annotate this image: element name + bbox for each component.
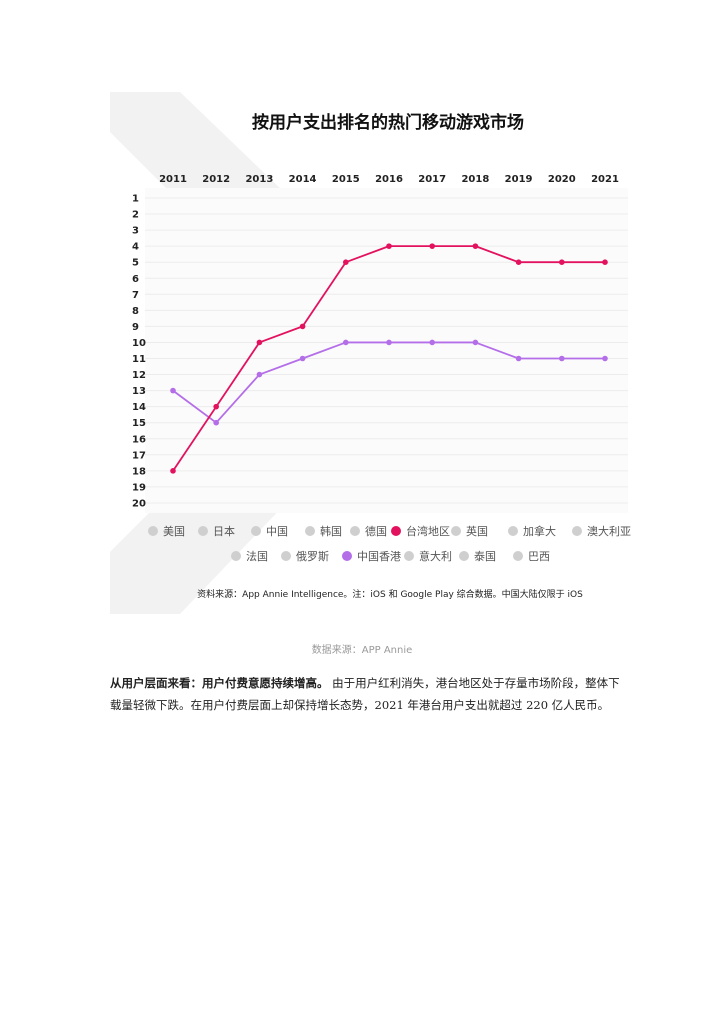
legend-marker bbox=[198, 526, 208, 536]
figure-caption: 数据来源：APP Annie bbox=[311, 645, 413, 656]
plot-area bbox=[145, 188, 628, 513]
data-point bbox=[429, 339, 436, 346]
data-point bbox=[213, 403, 219, 410]
paragraph-lead: 从用户层面来看：用户付费意愿持续增高。 bbox=[110, 676, 329, 690]
legend-marker bbox=[391, 526, 401, 536]
legend-label: 韩国 bbox=[320, 524, 342, 538]
y-tick-label: 14 bbox=[132, 402, 146, 413]
body-paragraph: 从用户层面来看：用户付费意愿持续增高。 由于用户红利消失，港台地区处于存量市场阶… bbox=[110, 672, 622, 716]
x-axis-labels: 2011 2012 2013 2014 2015 2016 2017 2018 2019 2020… bbox=[159, 174, 619, 185]
legend-label: 中国香港 bbox=[357, 550, 401, 563]
legend-label: 日本 bbox=[213, 524, 235, 538]
legend-label: 加拿大 bbox=[523, 524, 556, 538]
x-tick-label: 2011 bbox=[159, 174, 187, 185]
legend-marker bbox=[342, 551, 352, 561]
data-point bbox=[299, 355, 306, 362]
x-tick-label: 2014 bbox=[289, 174, 317, 185]
data-point bbox=[515, 355, 522, 362]
x-tick-label: 2019 bbox=[505, 174, 533, 185]
x-tick-label: 2018 bbox=[461, 174, 489, 185]
data-point bbox=[386, 339, 392, 346]
legend-label: 中国 bbox=[266, 525, 288, 538]
legend-label: 泰国 bbox=[474, 549, 496, 563]
data-point bbox=[386, 243, 392, 249]
y-tick-label: 1 bbox=[132, 194, 139, 205]
legend-label: 俄罗斯 bbox=[296, 550, 329, 563]
y-tick-label: 8 bbox=[132, 306, 139, 317]
data-point bbox=[343, 339, 349, 346]
y-tick-label: 7 bbox=[132, 290, 139, 301]
legend-label: 台湾地区 bbox=[406, 524, 450, 538]
x-tick-label: 2017 bbox=[418, 174, 446, 185]
chart-title: 按用户支出排名的热门移动游戏市场 bbox=[252, 112, 524, 133]
data-point bbox=[256, 371, 263, 378]
data-point bbox=[515, 259, 522, 265]
legend-marker bbox=[404, 551, 414, 561]
legend-label: 美国 bbox=[163, 525, 185, 538]
y-tick-label: 12 bbox=[132, 370, 146, 381]
data-point bbox=[472, 243, 479, 249]
data-point bbox=[256, 339, 263, 346]
line-chart: 按用户支出排名的热门移动游戏市场 2011 2012 2013 2014 2015 201… bbox=[110, 92, 631, 614]
data-point bbox=[170, 387, 176, 394]
y-tick-label: 4 bbox=[132, 242, 139, 253]
x-tick-label: 2020 bbox=[548, 174, 576, 185]
data-point bbox=[559, 259, 565, 265]
legend-label: 英国 bbox=[466, 524, 488, 538]
legend-label: 巴西 bbox=[528, 550, 550, 563]
legend-label: 意大利 bbox=[419, 549, 452, 563]
data-point bbox=[299, 323, 306, 330]
legend-marker bbox=[231, 551, 241, 561]
data-point bbox=[429, 243, 436, 249]
legend-label: 法国 bbox=[246, 549, 268, 563]
y-tick-label: 9 bbox=[132, 322, 139, 333]
y-tick-label: 13 bbox=[132, 386, 146, 397]
data-point bbox=[213, 419, 219, 426]
y-tick-label: 5 bbox=[132, 258, 139, 269]
data-point bbox=[170, 468, 176, 474]
legend-marker bbox=[508, 526, 518, 536]
paragraph-body: 由于用户红利消失，港台地区处于存量市场阶段，整体下载量轻微下跌。在用户付费层面上… bbox=[110, 676, 620, 712]
legend-marker bbox=[459, 551, 469, 561]
legend-marker bbox=[281, 551, 291, 561]
grid-lines bbox=[145, 188, 628, 513]
series-layer bbox=[170, 243, 608, 474]
data-point bbox=[343, 259, 349, 265]
chart-figure: 按用户支出排名的热门移动游戏市场 2011 2012 2013 2014 2015 201… bbox=[110, 92, 640, 614]
data-point bbox=[472, 339, 479, 346]
x-tick-label: 2015 bbox=[332, 174, 360, 185]
y-tick-label: 19 bbox=[132, 482, 146, 493]
y-tick-label: 20 bbox=[132, 498, 146, 509]
x-tick-label: 2016 bbox=[375, 174, 403, 185]
legend-marker bbox=[451, 526, 461, 536]
legend-label: 澳大利亚 bbox=[587, 524, 631, 538]
x-tick-label: 2013 bbox=[245, 174, 273, 185]
legend-marker bbox=[572, 526, 582, 536]
y-tick-label: 10 bbox=[132, 338, 146, 349]
legend-label: 德国 bbox=[365, 524, 387, 538]
data-point bbox=[602, 259, 608, 265]
y-tick-label: 16 bbox=[132, 434, 146, 445]
x-tick-label: 2012 bbox=[202, 174, 230, 185]
data-point bbox=[559, 355, 565, 362]
legend-marker bbox=[350, 526, 360, 536]
y-tick-label: 2 bbox=[132, 210, 139, 221]
x-tick-label: 2021 bbox=[591, 174, 619, 185]
y-tick-label: 17 bbox=[132, 450, 146, 461]
y-tick-label: 11 bbox=[132, 354, 146, 365]
source-note: 资料来源：App Annie Intelligence。注：iOS 和 Goog… bbox=[197, 588, 583, 600]
y-tick-label: 18 bbox=[132, 466, 146, 477]
data-point bbox=[602, 355, 608, 362]
legend-marker bbox=[148, 526, 158, 536]
y-tick-label: 15 bbox=[132, 418, 146, 429]
legend-marker bbox=[513, 551, 523, 561]
y-tick-label: 6 bbox=[132, 274, 139, 285]
legend-marker bbox=[251, 526, 261, 536]
legend-marker bbox=[305, 526, 315, 536]
y-tick-label: 3 bbox=[132, 226, 139, 237]
